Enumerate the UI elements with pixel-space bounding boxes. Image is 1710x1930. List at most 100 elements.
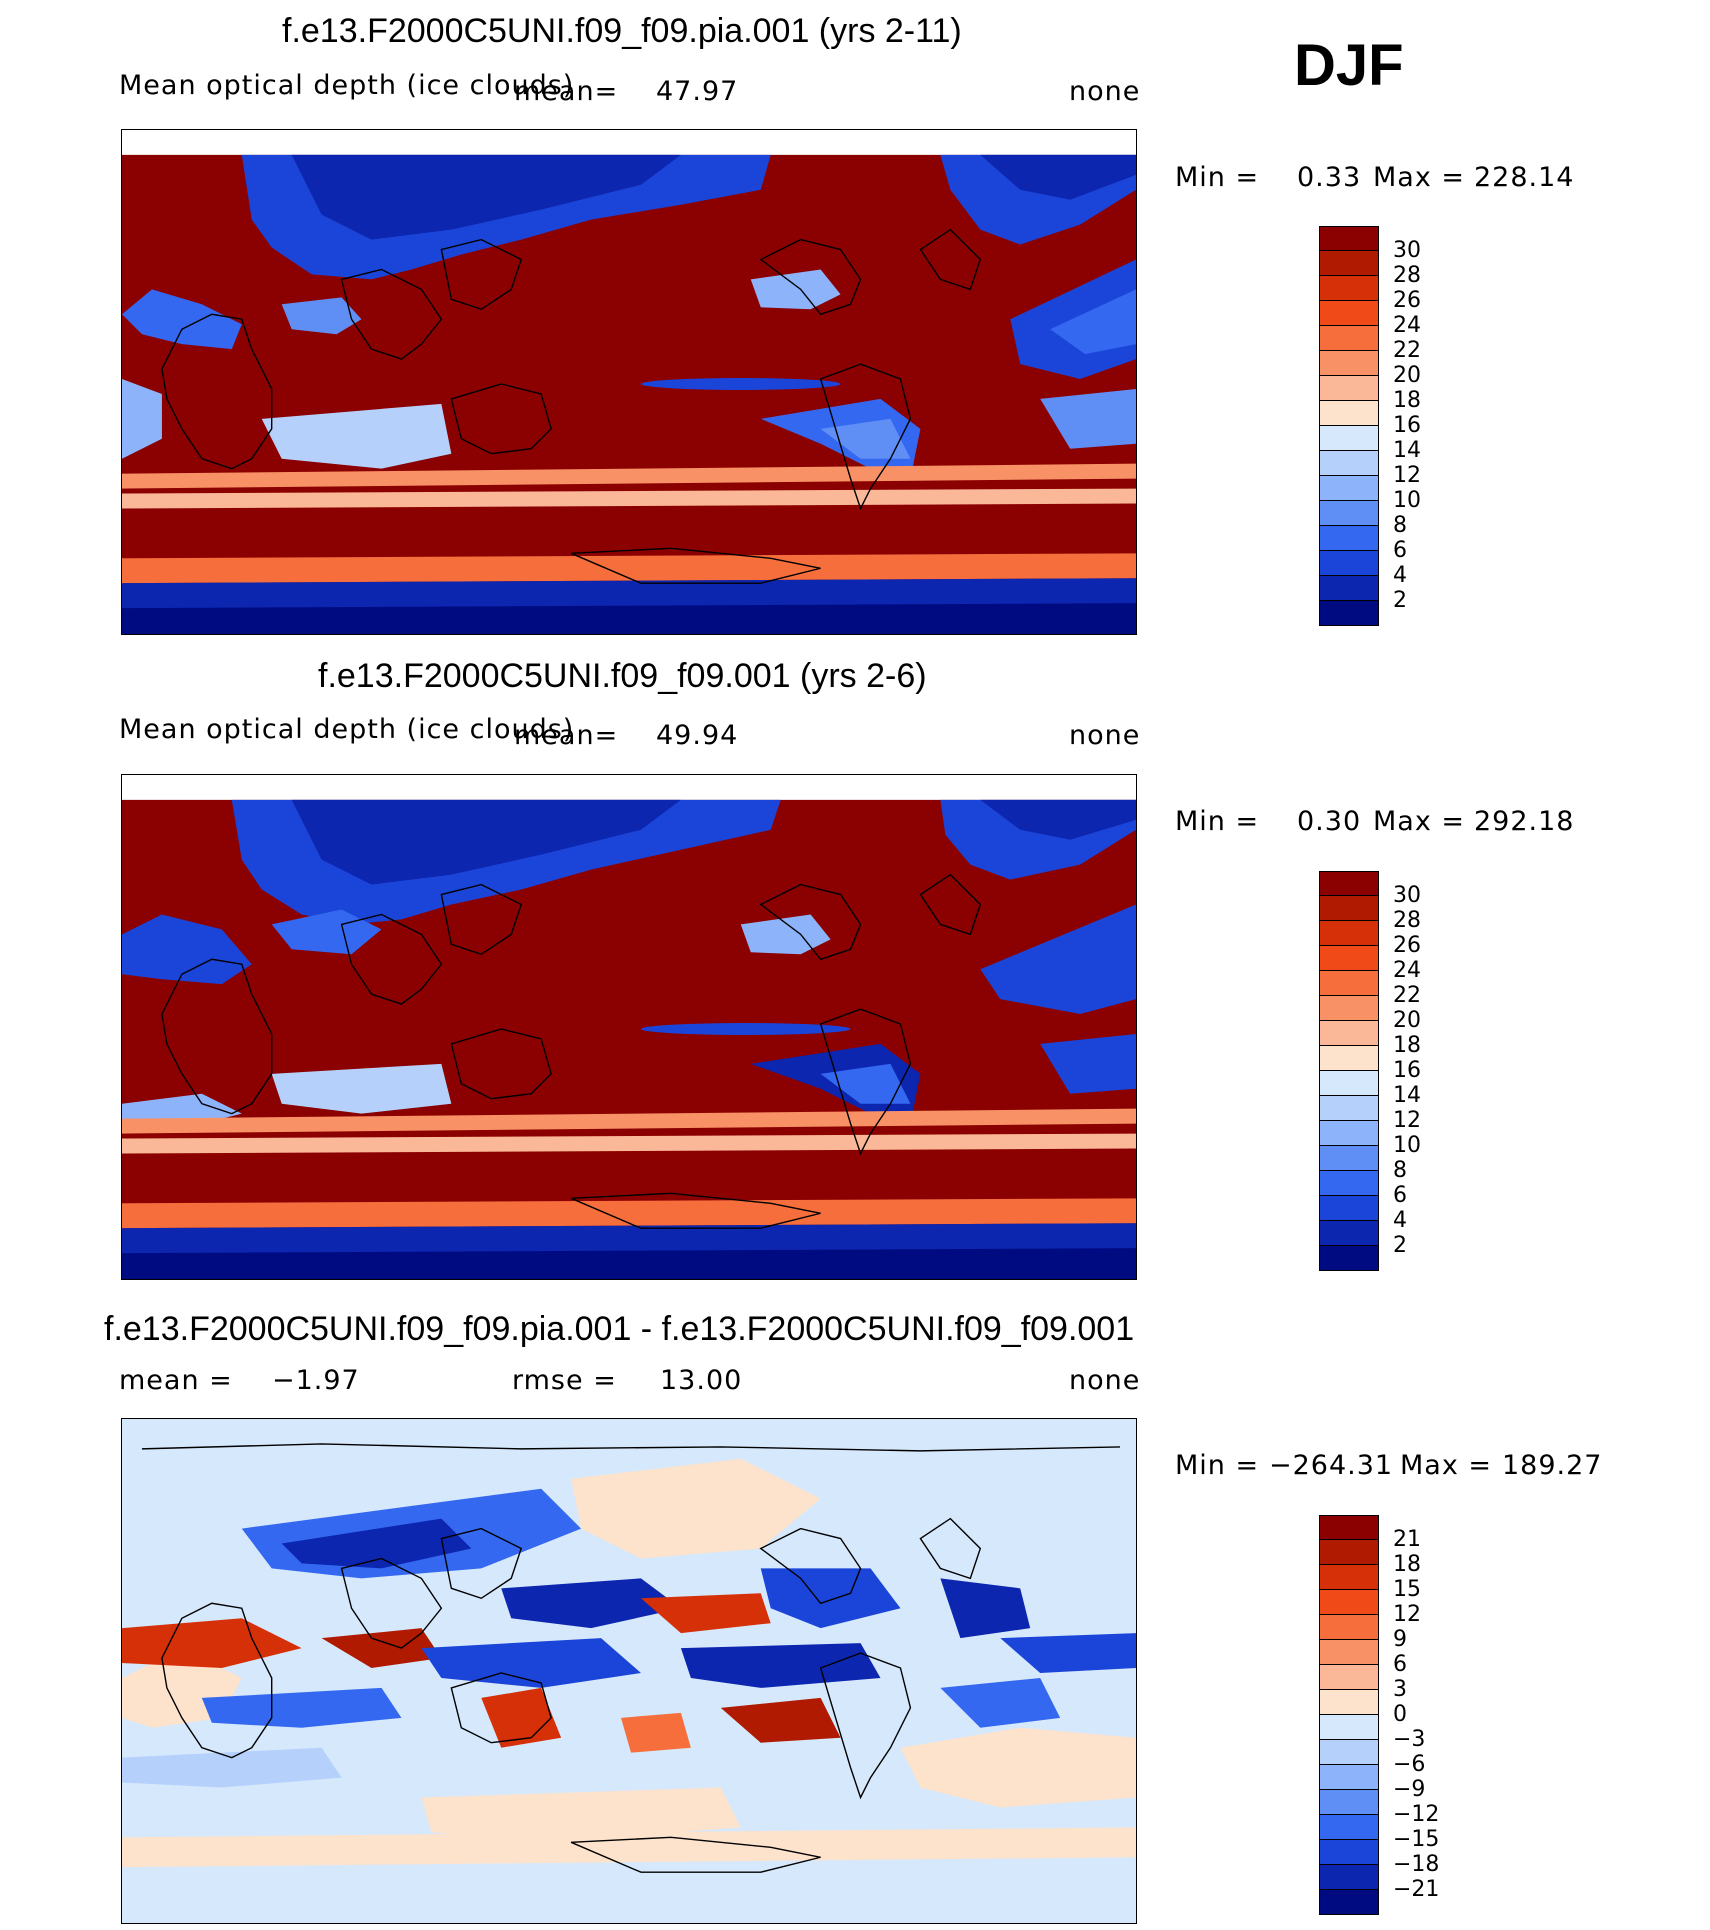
- panel3-min-label: Min =: [1175, 1450, 1260, 1481]
- colorbar-tick: 24: [1393, 313, 1421, 338]
- colorbar-tick: 6: [1393, 1652, 1407, 1677]
- colorbar-swatch: [1319, 1221, 1379, 1246]
- panel3-max-value: 189.27: [1502, 1450, 1603, 1481]
- panel1-variable: Mean optical depth (ice clouds): [119, 70, 575, 101]
- colorbar-swatch: [1319, 946, 1379, 971]
- panel1-mean-value: 47.97: [656, 76, 739, 107]
- colorbar-tick: 30: [1393, 238, 1421, 263]
- colorbar-tick: 8: [1393, 513, 1407, 538]
- colorbar-tick: −9: [1393, 1777, 1426, 1802]
- panel3-mean-value: −1.97: [272, 1365, 360, 1396]
- colorbar-frame: [1319, 226, 1379, 626]
- colorbar-tick: 30: [1393, 883, 1421, 908]
- colorbar-swatch: [1319, 971, 1379, 996]
- colorbar-swatch: [1319, 871, 1379, 896]
- colorbar-tick: 26: [1393, 933, 1421, 958]
- colorbar-swatch: [1319, 376, 1379, 401]
- colorbar-tick: 22: [1393, 983, 1421, 1008]
- colorbar-swatch: [1319, 301, 1379, 326]
- colorbar-swatch: [1319, 1640, 1379, 1665]
- colorbar-tick: 14: [1393, 438, 1421, 463]
- colorbar-swatch: [1319, 1540, 1379, 1565]
- colorbar-frame: [1319, 1515, 1379, 1915]
- panel2-colorbar: 30 28 26 24 22 20 18 16 14 12 10 8 6 4 2: [1319, 871, 1421, 1271]
- colorbar-tick: 15: [1393, 1577, 1421, 1602]
- colorbar-swatch: [1319, 426, 1379, 451]
- colorbar-swatch: [1319, 576, 1379, 601]
- colorbar-tick: 28: [1393, 263, 1421, 288]
- colorbar-swatch: [1319, 401, 1379, 426]
- panel1-map: [121, 129, 1137, 635]
- colorbar-swatch: [1319, 1071, 1379, 1096]
- colorbar-swatch: [1319, 1740, 1379, 1765]
- panel2-min-value: 0.30: [1297, 806, 1362, 837]
- colorbar-tick: 22: [1393, 338, 1421, 363]
- panel3-mean-label: mean =: [119, 1365, 233, 1396]
- colorbar-tick: 20: [1393, 1008, 1421, 1033]
- colorbar-tick: 6: [1393, 1183, 1407, 1208]
- panel1-min-label: Min =: [1175, 162, 1260, 193]
- colorbar-tick: 21: [1393, 1527, 1421, 1552]
- colorbar-swatch: [1319, 1096, 1379, 1121]
- colorbar-tick: 12: [1393, 463, 1421, 488]
- colorbar-tick: 12: [1393, 1108, 1421, 1133]
- panel2-mean-value: 49.94: [656, 720, 739, 751]
- colorbar-swatch: [1319, 251, 1379, 276]
- panel3-min-value: −264.31: [1269, 1450, 1394, 1481]
- colorbar-swatch: [1319, 276, 1379, 301]
- colorbar-swatch: [1319, 1865, 1379, 1890]
- panel2-title: f.e13.F2000C5UNI.f09_f09.001 (yrs 2-6): [318, 657, 927, 695]
- colorbar-swatch: [1319, 1515, 1379, 1540]
- colorbar-tick: 16: [1393, 413, 1421, 438]
- panel2-units: none: [1069, 720, 1141, 751]
- colorbar-tick: 18: [1393, 388, 1421, 413]
- colorbar-tick: 4: [1393, 563, 1407, 588]
- colorbar-tick: 4: [1393, 1208, 1407, 1233]
- colorbar-tick: 16: [1393, 1058, 1421, 1083]
- panel1-units: none: [1069, 76, 1141, 107]
- colorbar-tick: 24: [1393, 958, 1421, 983]
- season-label: DJF: [1294, 33, 1404, 98]
- panel2-min-label: Min =: [1175, 806, 1260, 837]
- colorbar-swatch: [1319, 1046, 1379, 1071]
- panel1-title: f.e13.F2000C5UNI.f09_f09.pia.001 (yrs 2-…: [282, 12, 962, 50]
- panel2-max-value: 292.18: [1474, 806, 1575, 837]
- colorbar-swatch: [1319, 1246, 1379, 1271]
- colorbar-swatch: [1319, 1815, 1379, 1840]
- colorbar-tick: −3: [1393, 1727, 1426, 1752]
- panel1-max-label: Max =: [1373, 162, 1466, 193]
- colorbar-swatch: [1319, 476, 1379, 501]
- panel2-variable: Mean optical depth (ice clouds): [119, 714, 575, 745]
- colorbar-swatch: [1319, 996, 1379, 1021]
- colorbar-tick: 28: [1393, 908, 1421, 933]
- colorbar-swatch: [1319, 1021, 1379, 1046]
- colorbar-tick: 18: [1393, 1033, 1421, 1058]
- panel3-rmse-label: rmse =: [512, 1365, 617, 1396]
- colorbar-swatch: [1319, 326, 1379, 351]
- colorbar-tick: 12: [1393, 1602, 1421, 1627]
- panel1-colorbar: 30 28 26 24 22 20 18 16 14 12 10 8 6 4 2: [1319, 226, 1421, 626]
- colorbar-tick: 3: [1393, 1677, 1407, 1702]
- colorbar-tick: 26: [1393, 288, 1421, 313]
- colorbar-swatch: [1319, 1121, 1379, 1146]
- colorbar-tick: −6: [1393, 1752, 1426, 1777]
- panel3-rmse-value: 13.00: [660, 1365, 743, 1396]
- colorbar-tick: 9: [1393, 1627, 1407, 1652]
- panel3-colorbar: 21 18 15 12 9 6 3 0 −3 −6 −9 −12 −15 −18…: [1319, 1515, 1439, 1915]
- colorbar-tick: 10: [1393, 488, 1421, 513]
- colorbar-tick: 10: [1393, 1133, 1421, 1158]
- colorbar-swatch: [1319, 526, 1379, 551]
- colorbar-tick: 2: [1393, 588, 1407, 613]
- panel3-map: [121, 1418, 1137, 1924]
- colorbar-swatch: [1319, 451, 1379, 476]
- colorbar-frame: [1319, 871, 1379, 1271]
- colorbar-swatch: [1319, 1890, 1379, 1915]
- colorbar-swatch: [1319, 1790, 1379, 1815]
- colorbar-tick: −15: [1393, 1827, 1440, 1852]
- colorbar-tick: 20: [1393, 363, 1421, 388]
- panel3-max-label: Max =: [1400, 1450, 1493, 1481]
- colorbar-swatch: [1319, 501, 1379, 526]
- panel2-max-label: Max =: [1373, 806, 1466, 837]
- colorbar-swatch: [1319, 1765, 1379, 1790]
